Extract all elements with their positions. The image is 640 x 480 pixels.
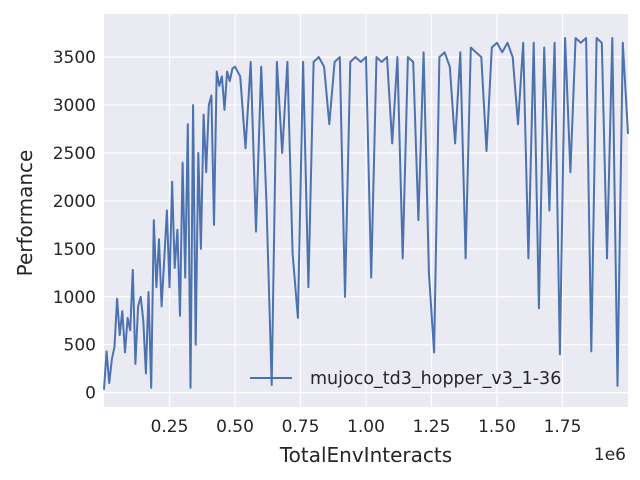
x-tick-label: 1.00 xyxy=(347,417,385,437)
y-tick-label: 3500 xyxy=(53,48,96,68)
x-tick-label: 1.75 xyxy=(544,417,582,437)
y-tick-label: 1500 xyxy=(53,240,96,260)
x-offset-text: 1e6 xyxy=(594,445,626,465)
y-tick-label: 2000 xyxy=(53,192,96,212)
series-line xyxy=(103,37,629,390)
y-tick-label: 1000 xyxy=(53,288,96,308)
legend: mujoco_td3_hopper_v3_1-36 xyxy=(250,369,561,389)
x-axis: 0.25 0.50 0.75 1.00 1.25 1.50 1.75 xyxy=(151,417,582,437)
y-tick-label: 0 xyxy=(85,384,96,404)
y-tick-label: 3000 xyxy=(53,96,96,116)
legend-label: mujoco_td3_hopper_v3_1-36 xyxy=(310,369,561,389)
y-tick-label: 2500 xyxy=(53,144,96,164)
y-axis: 0 500 1000 1500 2000 2500 3000 3500 xyxy=(53,48,96,403)
x-tick-label: 1.25 xyxy=(413,417,451,437)
y-axis-label: Performance xyxy=(13,150,37,277)
x-tick-label: 1.50 xyxy=(478,417,516,437)
series-layer xyxy=(103,37,629,390)
x-tick-label: 0.25 xyxy=(151,417,189,437)
x-axis-label: TotalEnvInteracts xyxy=(279,443,452,467)
y-tick-label: 500 xyxy=(64,336,96,356)
x-tick-label: 0.75 xyxy=(282,417,320,437)
x-tick-label: 0.50 xyxy=(216,417,254,437)
